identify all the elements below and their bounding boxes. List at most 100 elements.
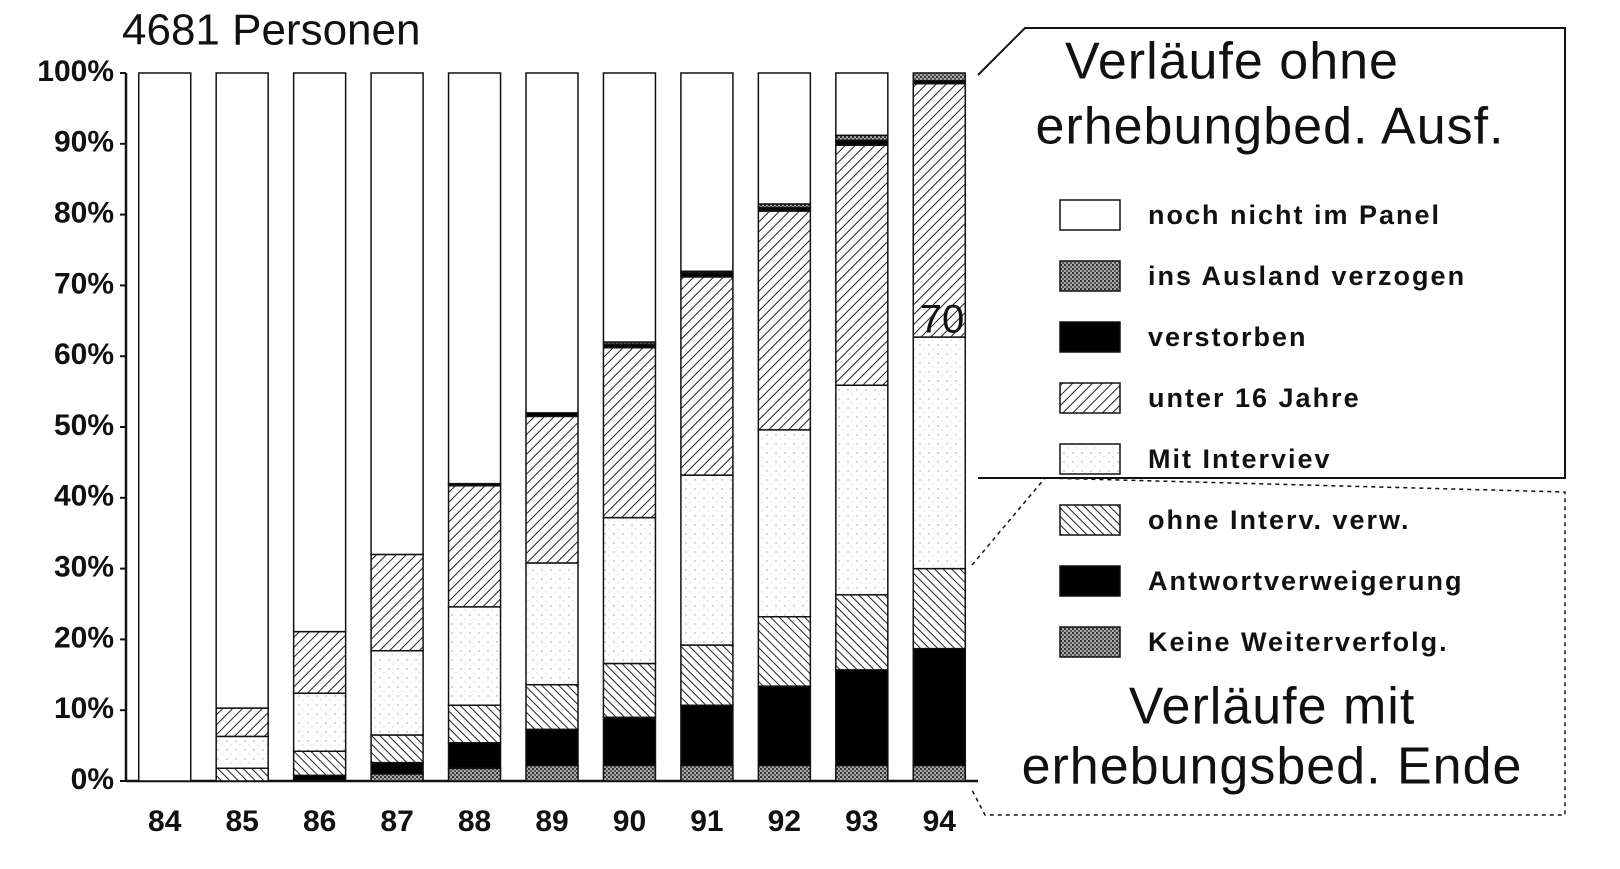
bar-segment bbox=[835, 72, 889, 137]
bar-segment bbox=[370, 72, 424, 556]
bar-segment bbox=[835, 764, 889, 782]
bar-segment bbox=[757, 764, 812, 782]
y-tick-label: 20% bbox=[54, 621, 114, 654]
bar-segment bbox=[525, 72, 579, 414]
legend-frame bbox=[971, 477, 1566, 816]
legend-title: erhebungsbed. Ende bbox=[1022, 738, 1523, 796]
legend-label: unter 16 Jahre bbox=[1148, 383, 1361, 413]
legend-swatch bbox=[1059, 443, 1121, 475]
legend-swatch bbox=[1059, 321, 1121, 353]
bar-segment bbox=[525, 683, 579, 731]
x-tick-label: 85 bbox=[225, 805, 258, 838]
annotation: 70 bbox=[920, 298, 965, 342]
bar-segment bbox=[835, 384, 889, 596]
x-tick-label: 91 bbox=[690, 805, 723, 838]
x-tick-label: 84 bbox=[148, 805, 182, 838]
legend-label: ins Ausland verzogen bbox=[1148, 261, 1466, 291]
legend-swatch bbox=[1059, 260, 1121, 292]
legend-swatch bbox=[1059, 382, 1121, 414]
bar-segment bbox=[680, 72, 734, 272]
y-tick-label: 30% bbox=[54, 551, 114, 584]
bar-segment bbox=[912, 567, 967, 650]
bar-segment bbox=[757, 210, 812, 431]
bar-segment bbox=[835, 669, 889, 767]
x-tick-label: 86 bbox=[303, 805, 336, 838]
legend-label: ohne Interv. verw. bbox=[1148, 505, 1411, 535]
legend-title: erhebungbed. Ausf. bbox=[1035, 98, 1504, 156]
bar-segment bbox=[680, 704, 734, 767]
bar-segment bbox=[292, 774, 347, 782]
legend-frame bbox=[977, 27, 1566, 479]
bar-segment bbox=[215, 767, 269, 782]
bar-segment bbox=[602, 72, 657, 343]
bar-segment bbox=[137, 72, 192, 782]
legend-title: Verläufe mit bbox=[1129, 678, 1416, 736]
bar-segment bbox=[370, 734, 424, 764]
bar-segment bbox=[602, 764, 657, 782]
legend-swatch bbox=[1059, 199, 1121, 231]
bar-segment bbox=[680, 276, 734, 476]
bar-segment bbox=[602, 662, 657, 719]
bar-segment bbox=[835, 144, 889, 386]
bar-segment bbox=[447, 704, 502, 744]
bar-segment bbox=[912, 764, 967, 782]
x-tick-label: 87 bbox=[380, 805, 413, 838]
bar-segment bbox=[680, 644, 734, 706]
bar-segment bbox=[680, 764, 734, 782]
bar-segment bbox=[292, 72, 347, 633]
bar-segment bbox=[912, 336, 967, 570]
bar-segment bbox=[447, 72, 502, 485]
x-tick-label: 92 bbox=[768, 805, 801, 838]
y-tick-label: 90% bbox=[54, 126, 114, 159]
bar-segment bbox=[370, 553, 424, 652]
bar-segment bbox=[215, 72, 269, 709]
bar-segment bbox=[680, 474, 734, 646]
legend-label: Mit Interviev bbox=[1148, 444, 1332, 474]
bar-segment bbox=[292, 692, 347, 753]
x-tick-label: 93 bbox=[845, 805, 878, 838]
legend-label: noch nicht im Panel bbox=[1148, 200, 1441, 230]
y-tick-label: 70% bbox=[54, 267, 114, 300]
bar-segment bbox=[215, 735, 269, 770]
bar-segment bbox=[912, 72, 967, 82]
legend-swatch bbox=[1059, 504, 1121, 536]
legend-label: Antwortverweigerung bbox=[1148, 566, 1464, 596]
bar-segment bbox=[757, 685, 812, 767]
legend-title: Verläufe ohne bbox=[1065, 33, 1399, 91]
bar-segment bbox=[370, 761, 424, 775]
x-tick-label: 94 bbox=[923, 805, 957, 838]
bar-segment bbox=[215, 707, 269, 738]
bar-segment bbox=[447, 742, 502, 770]
bar-segment bbox=[757, 615, 812, 687]
legend-swatch bbox=[1059, 626, 1121, 658]
legend-swatch bbox=[1059, 565, 1121, 597]
x-tick-label: 90 bbox=[613, 805, 646, 838]
y-tick-label: 10% bbox=[54, 692, 114, 725]
y-tick-label: 50% bbox=[54, 409, 114, 442]
bar-segment bbox=[525, 764, 579, 782]
bar-segment bbox=[525, 415, 579, 564]
legend-label: verstorben bbox=[1148, 322, 1308, 352]
bar-segment bbox=[602, 516, 657, 665]
y-tick-label: 0% bbox=[71, 763, 114, 796]
y-tick-label: 100% bbox=[37, 55, 114, 88]
bar-segment bbox=[912, 647, 967, 767]
y-tick-label: 60% bbox=[54, 338, 114, 371]
bar-segment bbox=[912, 82, 967, 338]
bar-segment bbox=[602, 346, 657, 519]
bar-segment bbox=[447, 606, 502, 706]
chart-title: 4681 Personen bbox=[122, 6, 420, 55]
bar-segment bbox=[370, 649, 424, 736]
bar-segment bbox=[447, 767, 502, 782]
bar-segment bbox=[292, 630, 347, 694]
bar-segment bbox=[757, 72, 812, 205]
bar-segment bbox=[602, 716, 657, 767]
y-tick-label: 80% bbox=[54, 197, 114, 230]
bar-segment bbox=[447, 485, 502, 608]
x-tick-label: 88 bbox=[458, 805, 491, 838]
legend-label: Keine Weiterverfolg. bbox=[1148, 627, 1449, 657]
bar-segment bbox=[525, 728, 579, 767]
bar-segment bbox=[525, 562, 579, 686]
bar-segment bbox=[757, 429, 812, 618]
